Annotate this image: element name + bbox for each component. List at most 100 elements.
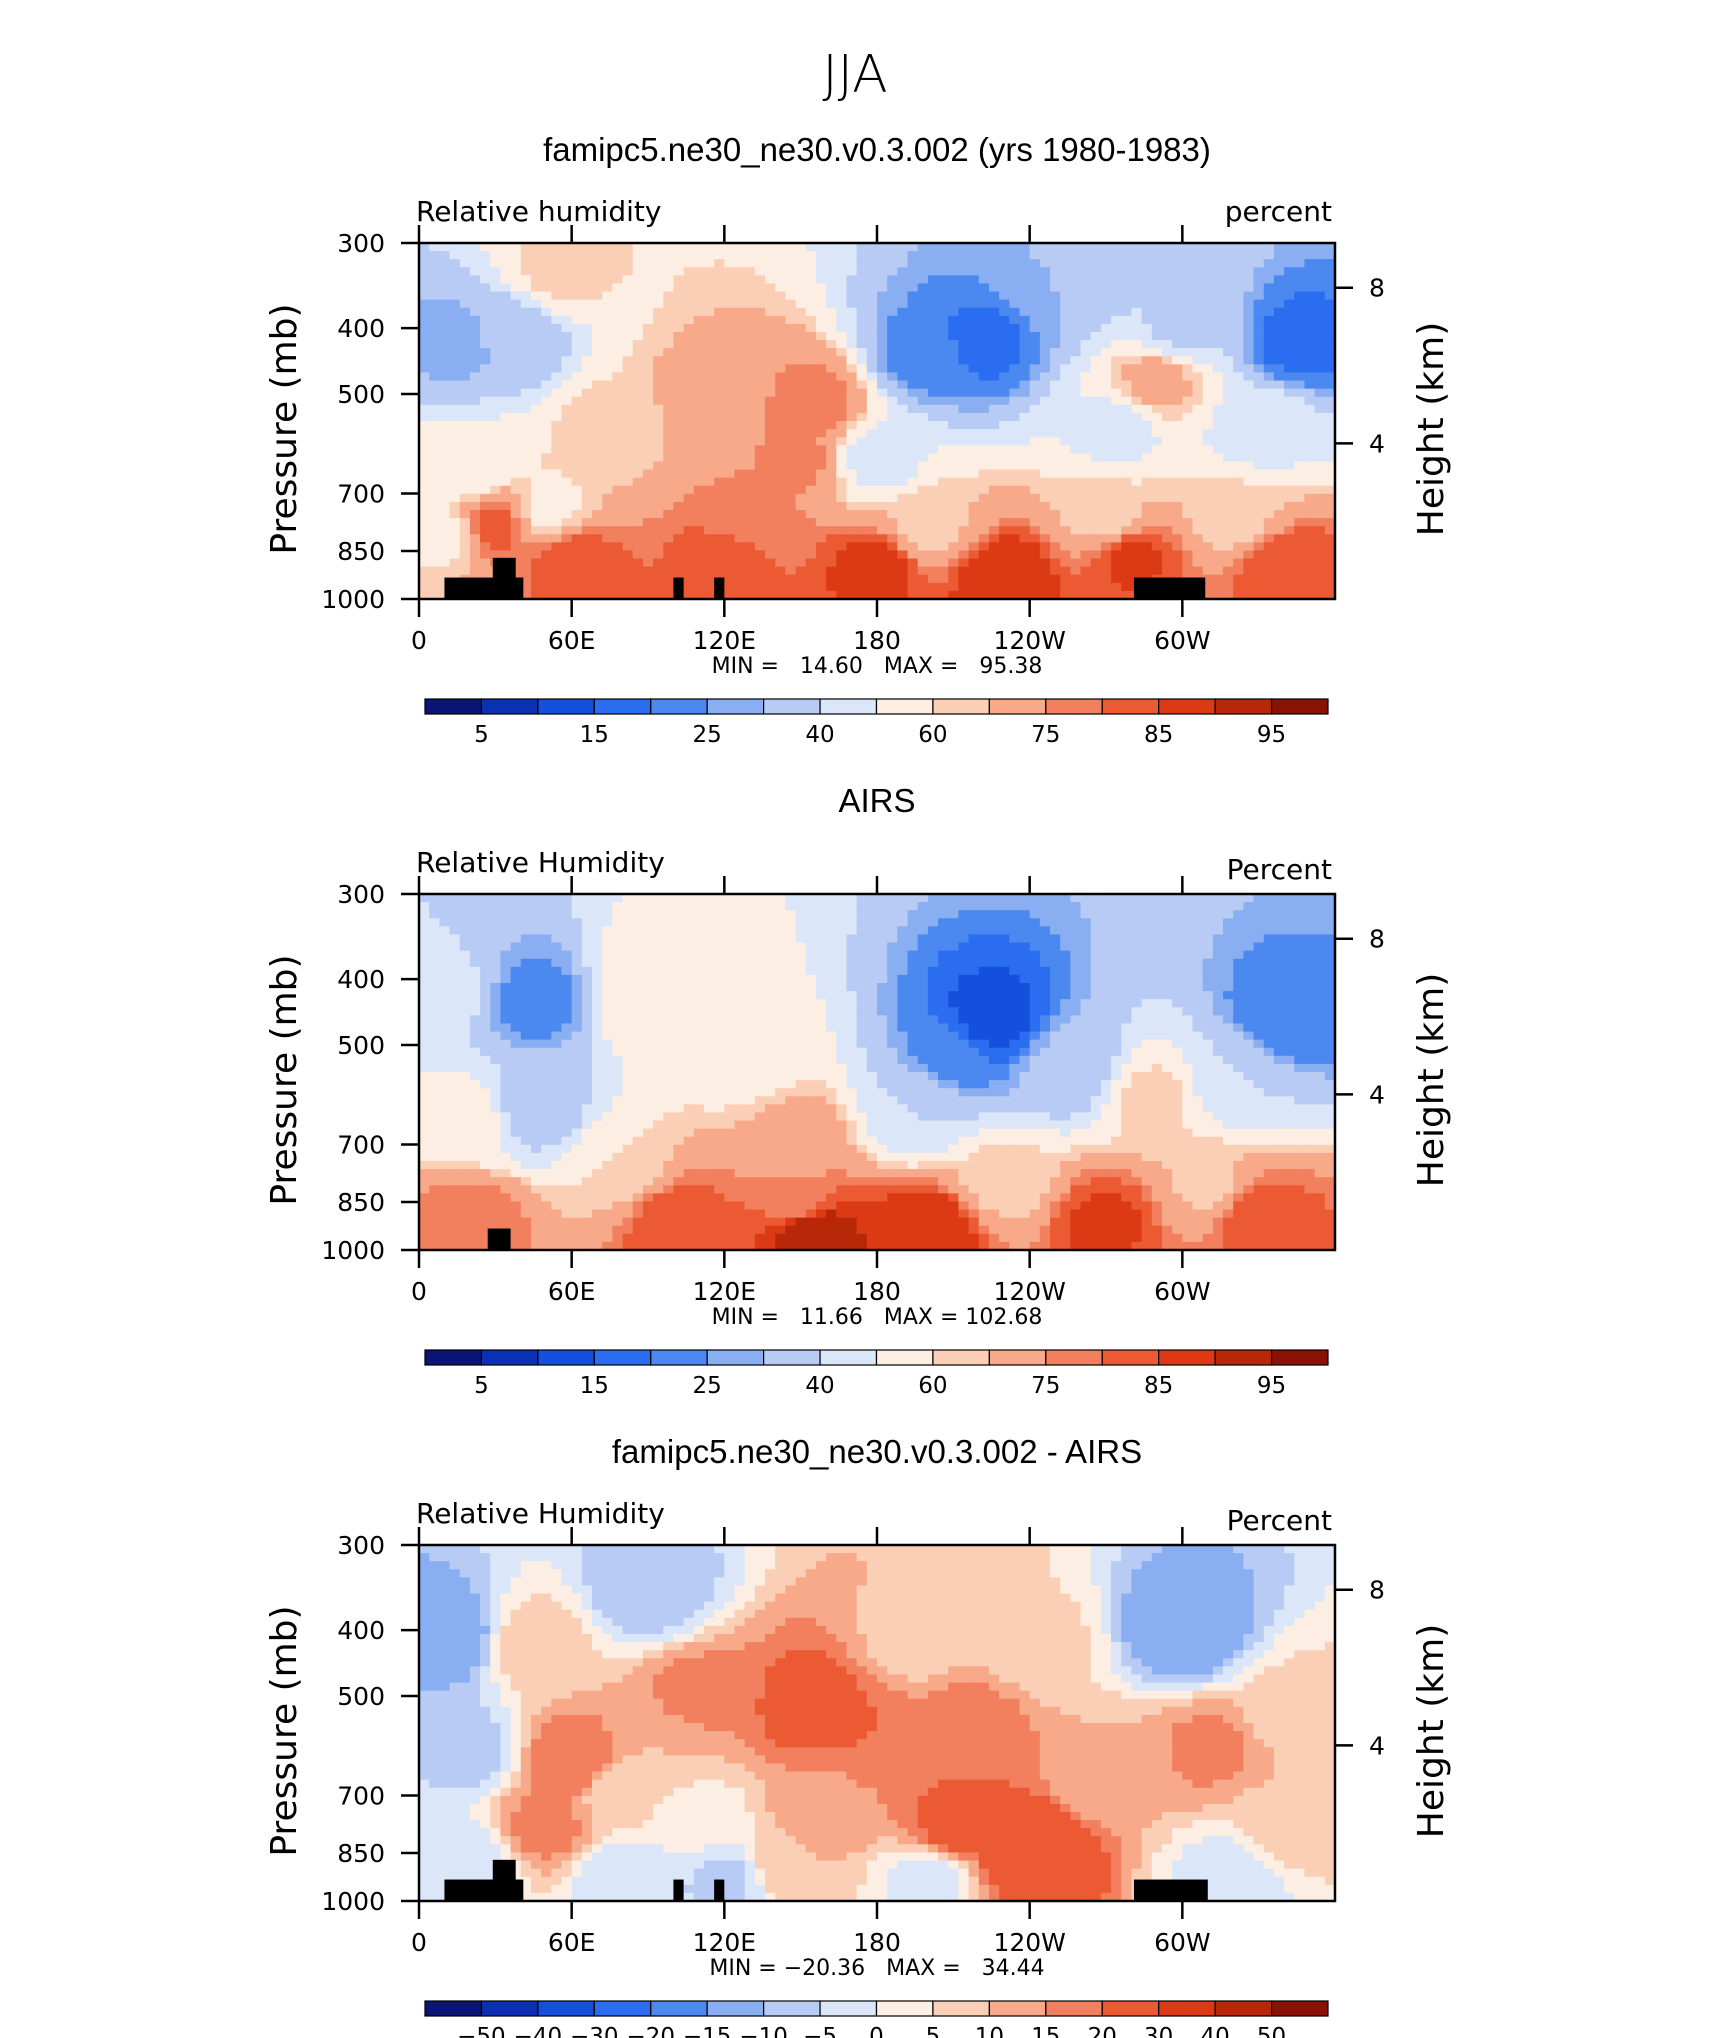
field-cell <box>1039 251 1051 260</box>
field-cell <box>663 493 675 503</box>
field-cell <box>775 445 786 454</box>
field-cell <box>469 243 481 252</box>
field-cell <box>917 461 929 471</box>
field-cell <box>826 934 837 944</box>
field-cell <box>653 958 664 968</box>
field-cell <box>1060 958 1071 968</box>
field-cell <box>1141 340 1153 349</box>
field-cell <box>988 323 1000 333</box>
field-cell <box>1212 299 1224 309</box>
field-cell <box>968 950 980 960</box>
field-cell <box>500 934 512 944</box>
field-cell <box>1202 558 1214 568</box>
field-cell <box>683 275 695 285</box>
field-cell <box>561 942 573 952</box>
field-cell <box>520 429 532 438</box>
field-cell <box>1121 453 1133 463</box>
field-cell <box>1284 582 1295 592</box>
field-cell <box>897 388 909 398</box>
field-cell <box>968 340 980 349</box>
field-cell <box>897 348 909 357</box>
field-cell <box>551 445 563 454</box>
field-cell <box>866 902 878 911</box>
field-cell <box>683 259 695 268</box>
field-cell <box>1192 510 1204 519</box>
field-cell <box>1212 437 1224 446</box>
field-cell <box>551 469 563 479</box>
field-cell <box>938 950 949 960</box>
field-cell <box>1009 526 1021 535</box>
field-cell <box>765 307 776 317</box>
field-cell <box>1172 348 1183 357</box>
field-cell <box>734 550 746 560</box>
field-cell <box>703 291 715 301</box>
field-cell <box>551 582 563 592</box>
field-cell <box>602 388 613 398</box>
field-cell <box>469 332 481 341</box>
field-cell <box>999 926 1010 936</box>
colorbar-swatch <box>706 698 765 715</box>
field-cell <box>1151 307 1163 317</box>
field-cell <box>836 958 848 968</box>
field-cell <box>815 404 827 414</box>
field-cell <box>551 526 563 535</box>
field-cell <box>1131 550 1143 560</box>
field-cell <box>1314 445 1326 454</box>
field-cell <box>551 291 563 301</box>
field-cell <box>1141 291 1153 301</box>
field-cell <box>1223 918 1234 927</box>
field-cell <box>826 291 837 301</box>
field-cell <box>1151 404 1163 414</box>
field-cell <box>1202 590 1214 599</box>
field-cell <box>999 283 1010 293</box>
field-cell <box>459 566 471 576</box>
field-cell <box>622 926 634 936</box>
field-cell <box>815 469 827 479</box>
field-cell <box>459 526 471 535</box>
field-cell <box>1314 902 1326 911</box>
field-cell <box>948 510 960 519</box>
field-cell <box>703 469 715 479</box>
field-cell <box>1080 429 1092 438</box>
field-cell <box>1314 429 1326 438</box>
field-cell <box>1039 910 1051 919</box>
field-cell <box>622 372 634 382</box>
field-cell <box>449 477 461 487</box>
field-cell <box>510 437 522 446</box>
field-cell <box>714 942 725 952</box>
field-cell <box>907 323 919 333</box>
field-cell <box>795 421 807 430</box>
field-cell <box>887 950 898 960</box>
field-cell <box>795 942 807 952</box>
field-cell <box>1050 894 1061 903</box>
field-cell <box>612 469 624 479</box>
field-cell <box>1253 307 1265 317</box>
field-cell <box>938 966 949 976</box>
field-cell <box>978 267 990 276</box>
field-cell <box>1233 902 1244 911</box>
field-cell <box>1161 485 1173 495</box>
field-cell <box>754 243 766 252</box>
field-cell <box>642 437 654 446</box>
field-cell <box>1100 291 1112 301</box>
field-cell <box>1080 251 1092 260</box>
field-cell <box>480 380 491 390</box>
field-cell <box>1172 340 1183 349</box>
field-cell <box>1202 412 1214 422</box>
field-cell <box>805 566 817 576</box>
field-cell <box>978 340 990 349</box>
field-cell <box>744 275 756 285</box>
field-cell <box>419 323 430 333</box>
field-cell <box>1233 380 1244 390</box>
field-cell <box>714 910 725 919</box>
field-cell <box>1070 323 1082 333</box>
field-cell <box>469 966 481 976</box>
field-cell <box>948 299 960 309</box>
field-cell <box>795 966 807 976</box>
field-cell <box>1009 356 1021 365</box>
field-cell <box>551 902 563 911</box>
field-cell <box>1182 510 1194 519</box>
field-cell <box>439 566 451 576</box>
field-cell <box>602 566 613 576</box>
field-cell <box>1304 926 1316 936</box>
